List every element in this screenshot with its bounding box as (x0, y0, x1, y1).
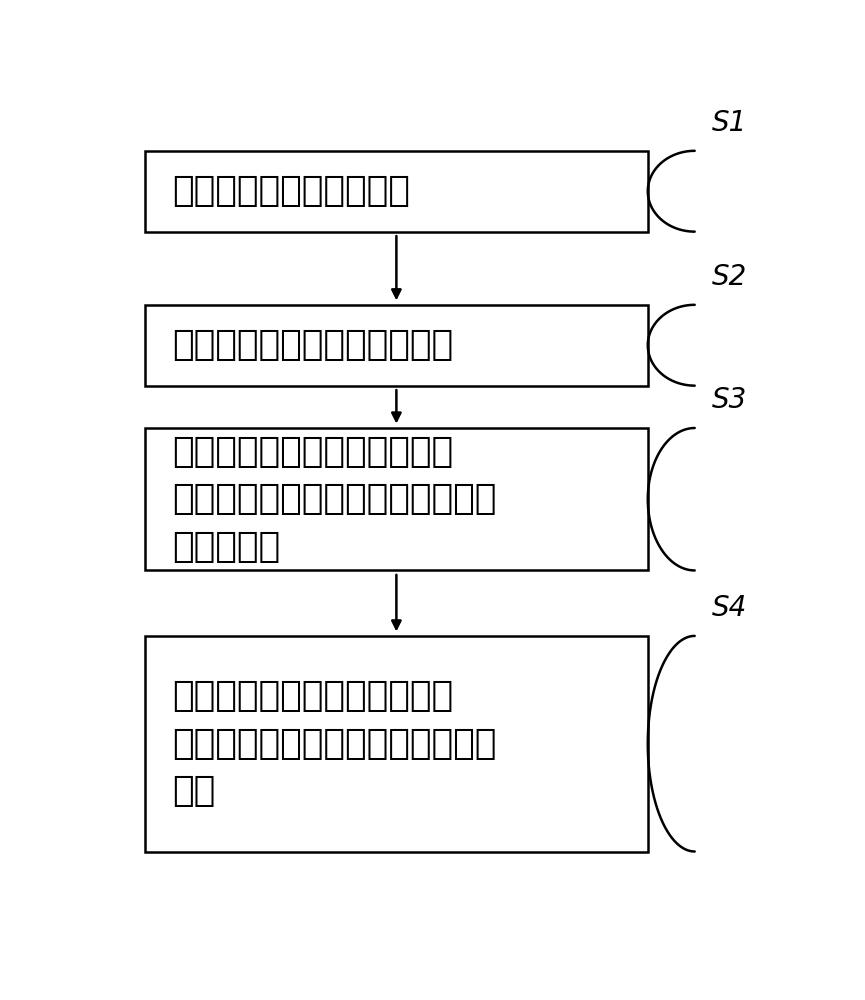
Bar (145, 636, 648, 852)
Bar (145, 428, 648, 570)
Text: 获取驾驶员的人脸特征点数据: 获取驾驶员的人脸特征点数据 (172, 328, 453, 362)
Bar (145, 151, 648, 232)
Text: S1: S1 (712, 109, 747, 137)
Text: 根据判断所述多模态数据判别
是否疲劳驾驶，进而判别疲劳驾驶
等级: 根据判断所述多模态数据判别 是否疲劳驾驶，进而判别疲劳驾驶 等级 (172, 679, 497, 808)
Text: S3: S3 (712, 386, 747, 414)
Text: 取驾驶员的驾驶时长数据: 取驾驶员的驾驶时长数据 (172, 174, 410, 208)
Text: S4: S4 (712, 594, 747, 622)
Text: S2: S2 (712, 263, 747, 291)
Text: 将所述驾驶时长数据和所述驾
驶员的人脸特征点数据进行融合为
多模态数据: 将所述驾驶时长数据和所述驾 驶员的人脸特征点数据进行融合为 多模态数据 (172, 435, 497, 564)
Bar (145, 305, 648, 386)
